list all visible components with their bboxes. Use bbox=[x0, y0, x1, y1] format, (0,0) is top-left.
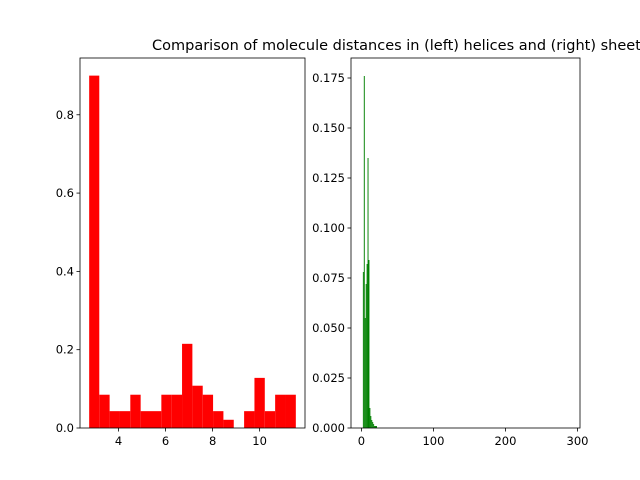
right-y-tick-label: 0.025 bbox=[312, 371, 345, 385]
left-x-tick-label: 4 bbox=[115, 434, 122, 448]
left-histogram-bar bbox=[213, 411, 224, 428]
right-x-tick-label: 0 bbox=[358, 434, 365, 448]
left-histogram-bar bbox=[182, 343, 193, 428]
right-histogram-bar bbox=[366, 264, 368, 428]
right-histogram-bar bbox=[363, 76, 365, 428]
right-y-tick-label: 0.150 bbox=[312, 121, 345, 135]
right-x-tick-label: 300 bbox=[567, 434, 589, 448]
left-histogram-bar bbox=[151, 411, 162, 428]
right-x-tick-label: 200 bbox=[494, 434, 516, 448]
right-histogram-bar bbox=[365, 284, 367, 428]
right-y-tick-label: 0.175 bbox=[312, 71, 345, 85]
left-histogram-bar bbox=[89, 75, 100, 429]
left-histogram-bar bbox=[244, 411, 255, 428]
right-histogram-bar bbox=[371, 420, 373, 428]
left-histogram-panel: 4 6 8 10 0.0 0.2 0.4 0.6 0.8 bbox=[56, 57, 306, 448]
left-histogram-bar bbox=[130, 394, 141, 428]
right-histogram-bar bbox=[368, 260, 370, 428]
right-histogram-bar bbox=[367, 158, 369, 428]
left-x-tick-label: 8 bbox=[209, 434, 216, 448]
right-histogram-bar bbox=[372, 422, 374, 428]
right-histogram-panel: 0 100 200 300 0.000 0.025 0.050 0.075 0.100 0.125… bbox=[312, 57, 589, 448]
right-x-tick-label: 100 bbox=[422, 434, 444, 448]
right-histogram-bar bbox=[370, 416, 372, 428]
left-histogram-bar bbox=[119, 411, 131, 428]
right-histogram-bar bbox=[369, 408, 371, 428]
left-x-tick-label: 6 bbox=[162, 434, 169, 448]
left-histogram-bar bbox=[171, 394, 183, 428]
right-histogram-bar bbox=[373, 424, 375, 428]
left-y-tick-label: 0.4 bbox=[56, 264, 74, 278]
left-histogram-bar bbox=[109, 411, 120, 428]
left-y-tick-label: 0.0 bbox=[56, 421, 74, 435]
right-histogram-bar bbox=[362, 272, 364, 428]
right-y-tick-label: 0.075 bbox=[312, 271, 345, 285]
left-histogram-bar bbox=[264, 411, 276, 428]
right-y-tick-label: 0.100 bbox=[312, 221, 345, 235]
left-x-tick-label: 10 bbox=[252, 434, 267, 448]
left-histogram-bar bbox=[254, 377, 265, 428]
left-histogram-bar bbox=[285, 394, 296, 428]
left-y-tick-label: 0.6 bbox=[56, 186, 74, 200]
left-histogram-bar bbox=[161, 394, 172, 428]
left-histogram-bar bbox=[275, 394, 286, 428]
right-y-tick-label: 0.125 bbox=[312, 171, 345, 185]
left-y-tick-label: 0.2 bbox=[56, 343, 74, 357]
right-y-tick-label: 0.050 bbox=[312, 321, 345, 335]
right-histogram-bar bbox=[375, 426, 376, 428]
left-axes-frame bbox=[79, 57, 306, 429]
right-histogram-bar bbox=[375, 426, 377, 428]
left-histogram-bar bbox=[99, 394, 110, 428]
right-histogram-bar bbox=[374, 426, 376, 428]
right-histogram-bar bbox=[364, 318, 366, 428]
figure-title: Comparison of molecule distances in (lef… bbox=[152, 38, 640, 54]
left-histogram-bar bbox=[192, 385, 203, 428]
left-histogram-bar bbox=[223, 419, 234, 428]
right-axes-frame bbox=[350, 57, 581, 429]
left-histogram-bar bbox=[140, 411, 151, 428]
left-y-tick-label: 0.8 bbox=[56, 108, 74, 122]
left-histogram-bar bbox=[202, 394, 214, 428]
right-y-tick-label: 0.000 bbox=[312, 421, 345, 435]
